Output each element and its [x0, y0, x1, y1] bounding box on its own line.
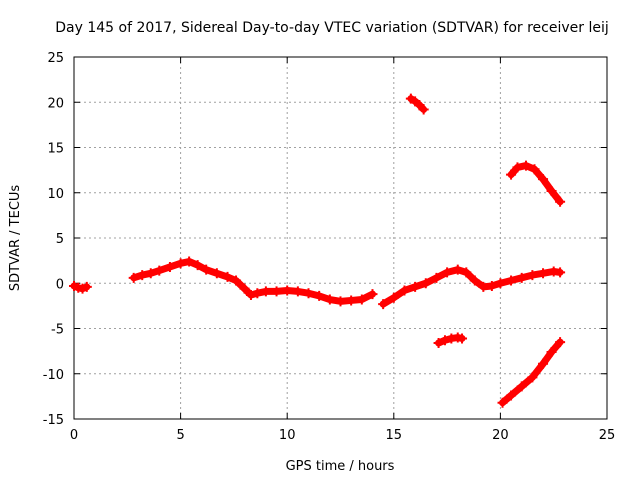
data-point — [175, 258, 186, 269]
data-point — [145, 268, 156, 279]
data-point — [356, 294, 367, 305]
series-arc-6 — [433, 332, 468, 348]
data-point — [452, 264, 463, 275]
data-point — [303, 288, 314, 299]
data-point — [154, 265, 165, 276]
y-tick-label: 0 — [56, 277, 64, 292]
data-point — [252, 288, 263, 299]
series-arc-4 — [405, 93, 429, 115]
data-point — [516, 381, 527, 392]
data-point — [335, 296, 346, 307]
data-point — [81, 281, 92, 292]
data-point — [239, 283, 250, 294]
data-points — [69, 93, 566, 408]
data-point — [292, 286, 303, 297]
data-point — [516, 272, 527, 283]
data-point — [260, 286, 271, 297]
data-point — [367, 289, 378, 300]
data-point — [324, 294, 335, 305]
data-point — [495, 278, 506, 289]
data-point — [555, 337, 566, 348]
y-tick-label: 10 — [47, 187, 64, 202]
data-point — [245, 290, 256, 301]
series-band — [407, 95, 428, 113]
data-point — [546, 185, 557, 196]
data-point — [538, 268, 549, 279]
y-tick-label: 25 — [47, 51, 64, 66]
x-tick-label: 5 — [176, 428, 184, 443]
data-point — [222, 271, 233, 282]
data-point — [418, 104, 429, 115]
data-point — [506, 275, 517, 286]
series-arc-2 — [128, 256, 378, 307]
data-point — [506, 390, 517, 401]
y-tick-label: -10 — [43, 368, 64, 383]
data-point — [420, 278, 431, 289]
x-tick-label: 25 — [599, 428, 616, 443]
data-point — [164, 261, 175, 272]
x-axis-label: GPS time / hours — [286, 459, 395, 474]
data-point — [378, 299, 389, 310]
data-point — [527, 372, 538, 383]
data-point — [538, 358, 549, 369]
data-point — [512, 162, 523, 173]
data-point — [201, 264, 212, 275]
data-point — [211, 268, 222, 279]
axis-ticks: 0 5 10 15 20 25 -15 -10 -5 0 5 10 15 20 25 — [43, 51, 616, 443]
chart-title: Day 145 of 2017, Sidereal Day-to-day VTE… — [55, 20, 609, 36]
data-point — [555, 267, 566, 278]
x-tick-label: 0 — [70, 428, 78, 443]
x-tick-label: 20 — [492, 428, 509, 443]
y-tick-label: -15 — [43, 413, 64, 428]
data-point — [442, 267, 453, 278]
data-point — [520, 160, 531, 171]
data-point — [388, 292, 399, 303]
grid-lines — [74, 57, 607, 419]
y-axis-label: SDTVAR / TECUs — [8, 185, 23, 292]
y-tick-label: 5 — [56, 232, 64, 247]
series-arc-1 — [69, 280, 92, 294]
data-point — [546, 347, 557, 358]
data-point — [457, 333, 468, 344]
data-point — [271, 286, 282, 297]
x-tick-label: 15 — [386, 428, 403, 443]
data-point — [461, 267, 472, 278]
y-tick-label: 20 — [47, 96, 64, 111]
data-point — [527, 270, 538, 281]
data-point — [486, 280, 497, 291]
series-arc-5 — [506, 160, 566, 207]
data-point — [346, 295, 357, 306]
data-point — [506, 169, 517, 180]
data-point — [433, 337, 444, 348]
data-point — [478, 281, 489, 292]
data-point — [192, 260, 203, 271]
data-point — [282, 285, 293, 296]
data-point — [497, 397, 508, 408]
data-point — [410, 281, 421, 292]
data-point — [431, 272, 442, 283]
series-arc-3 — [378, 264, 566, 310]
data-point — [128, 272, 139, 283]
data-point — [439, 335, 450, 346]
data-point — [529, 164, 540, 175]
data-point — [231, 275, 242, 286]
data-point — [314, 290, 325, 301]
y-tick-label: -5 — [51, 323, 64, 338]
data-point — [555, 196, 566, 207]
x-tick-label: 10 — [279, 428, 296, 443]
data-point — [469, 275, 480, 286]
series-arc-7 — [497, 337, 566, 408]
data-point — [137, 270, 148, 281]
data-point — [538, 174, 549, 185]
data-point — [184, 256, 195, 267]
data-point — [399, 285, 410, 296]
y-tick-label: 15 — [47, 142, 64, 157]
